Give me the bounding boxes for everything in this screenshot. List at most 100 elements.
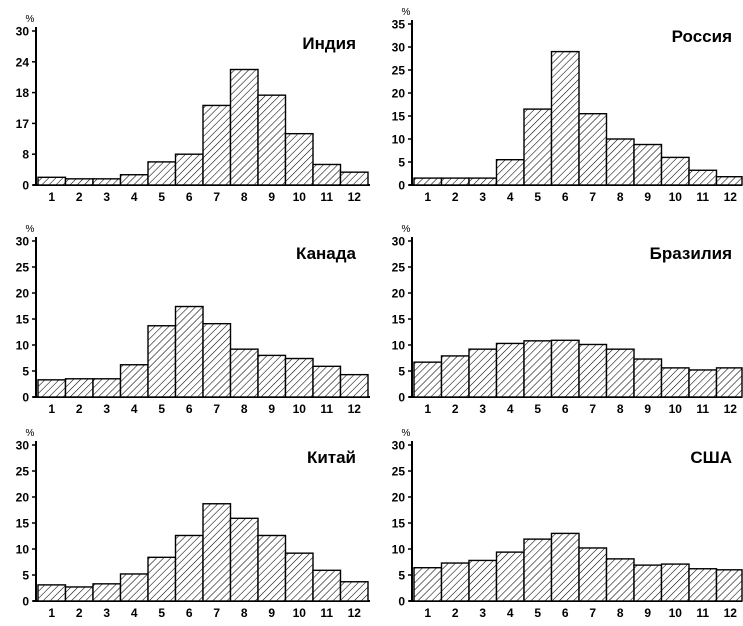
x-tick-label: 6	[186, 606, 193, 620]
x-tick-label: 4	[507, 606, 514, 620]
x-tick-label: 10	[293, 190, 307, 204]
bar	[202, 503, 232, 602]
bar	[92, 583, 122, 602]
y-tick-label: 20	[392, 491, 406, 505]
x-tick-label: 2	[76, 190, 83, 204]
y-unit-label: %	[26, 14, 35, 25]
y-tick-label: 20	[392, 87, 406, 101]
bar	[715, 367, 743, 398]
x-tick-label: 8	[617, 402, 624, 416]
x-tick-label: 2	[452, 606, 459, 620]
bar	[119, 573, 149, 602]
y-tick-label: 18	[16, 86, 30, 100]
y-tick-label: 15	[392, 313, 406, 327]
x-tick-label: 12	[348, 402, 362, 416]
x-tick-label: 6	[562, 190, 569, 204]
y-unit-label: %	[402, 428, 411, 439]
chart-title: Россия	[672, 27, 732, 46]
bar	[92, 378, 122, 398]
bar	[468, 348, 498, 398]
bar	[257, 94, 287, 186]
bar	[468, 177, 498, 186]
bar	[715, 176, 743, 186]
y-tick-label: 15	[16, 313, 30, 327]
y-tick-label: 5	[22, 365, 29, 379]
x-tick-label: 4	[131, 190, 138, 204]
y-tick-label: 0	[22, 391, 29, 405]
bar	[688, 369, 718, 398]
y-tick-label: 8	[22, 148, 29, 162]
bar	[202, 322, 232, 398]
bar	[688, 169, 718, 186]
x-tick-label: 11	[320, 606, 333, 620]
x-tick-label: 11	[320, 402, 333, 416]
x-tick-label: 12	[724, 402, 738, 416]
x-tick-label: 1	[48, 402, 55, 416]
x-tick-label: 3	[103, 402, 110, 416]
x-tick-label: 2	[76, 606, 83, 620]
y-tick-label: 5	[22, 569, 29, 583]
x-tick-label: 10	[293, 402, 307, 416]
x-tick-label: 11	[320, 190, 333, 204]
x-tick-label: 9	[644, 190, 651, 204]
bar	[174, 153, 204, 186]
x-tick-label: 1	[424, 190, 431, 204]
y-tick-label: 25	[392, 64, 406, 78]
chart-title: Китай	[307, 448, 356, 467]
bar	[550, 50, 580, 186]
y-tick-label: 15	[16, 517, 30, 531]
bar	[715, 569, 743, 602]
bar	[229, 68, 259, 186]
bar	[119, 364, 149, 398]
bar	[523, 340, 553, 398]
y-tick-label: 15	[392, 517, 406, 531]
y-tick-label: 20	[16, 287, 30, 301]
x-tick-label: 1	[424, 606, 431, 620]
bar	[284, 357, 314, 398]
y-tick-label: 15	[392, 110, 406, 124]
y-tick-label: 0	[398, 391, 405, 405]
bar	[229, 517, 259, 602]
x-tick-label: 9	[644, 606, 651, 620]
x-tick-label: 4	[131, 606, 138, 620]
x-tick-label: 7	[589, 190, 596, 204]
chart-title: США	[690, 448, 732, 467]
x-tick-label: 9	[268, 606, 275, 620]
bar	[468, 559, 498, 602]
bar	[37, 379, 67, 398]
x-tick-label: 3	[479, 606, 486, 620]
bar	[37, 176, 67, 186]
x-tick-label: 5	[158, 606, 165, 620]
y-tick-label: 25	[392, 261, 406, 275]
bar	[339, 171, 369, 186]
y-tick-label: 25	[392, 465, 406, 479]
y-tick-label: 30	[392, 41, 406, 55]
y-tick-label: 5	[398, 156, 405, 170]
bar	[284, 552, 314, 602]
chart-title: Индия	[302, 34, 356, 53]
y-tick-label: 24	[16, 55, 30, 69]
y-unit-label: %	[402, 224, 411, 235]
bar	[578, 343, 608, 398]
bar	[605, 558, 635, 602]
bar	[64, 178, 94, 186]
y-unit-label: %	[402, 7, 411, 18]
bar	[339, 373, 369, 398]
x-tick-label: 12	[348, 606, 362, 620]
bar	[550, 532, 580, 602]
x-tick-label: 10	[669, 190, 683, 204]
bar	[284, 132, 314, 186]
y-unit-label: %	[26, 224, 35, 235]
y-tick-label: 10	[392, 339, 406, 353]
bar	[633, 564, 663, 602]
x-tick-label: 10	[669, 402, 683, 416]
x-tick-label: 12	[724, 190, 738, 204]
bar	[119, 174, 149, 186]
x-tick-label: 11	[696, 402, 709, 416]
x-tick-label: 1	[424, 402, 431, 416]
bar	[312, 163, 342, 186]
